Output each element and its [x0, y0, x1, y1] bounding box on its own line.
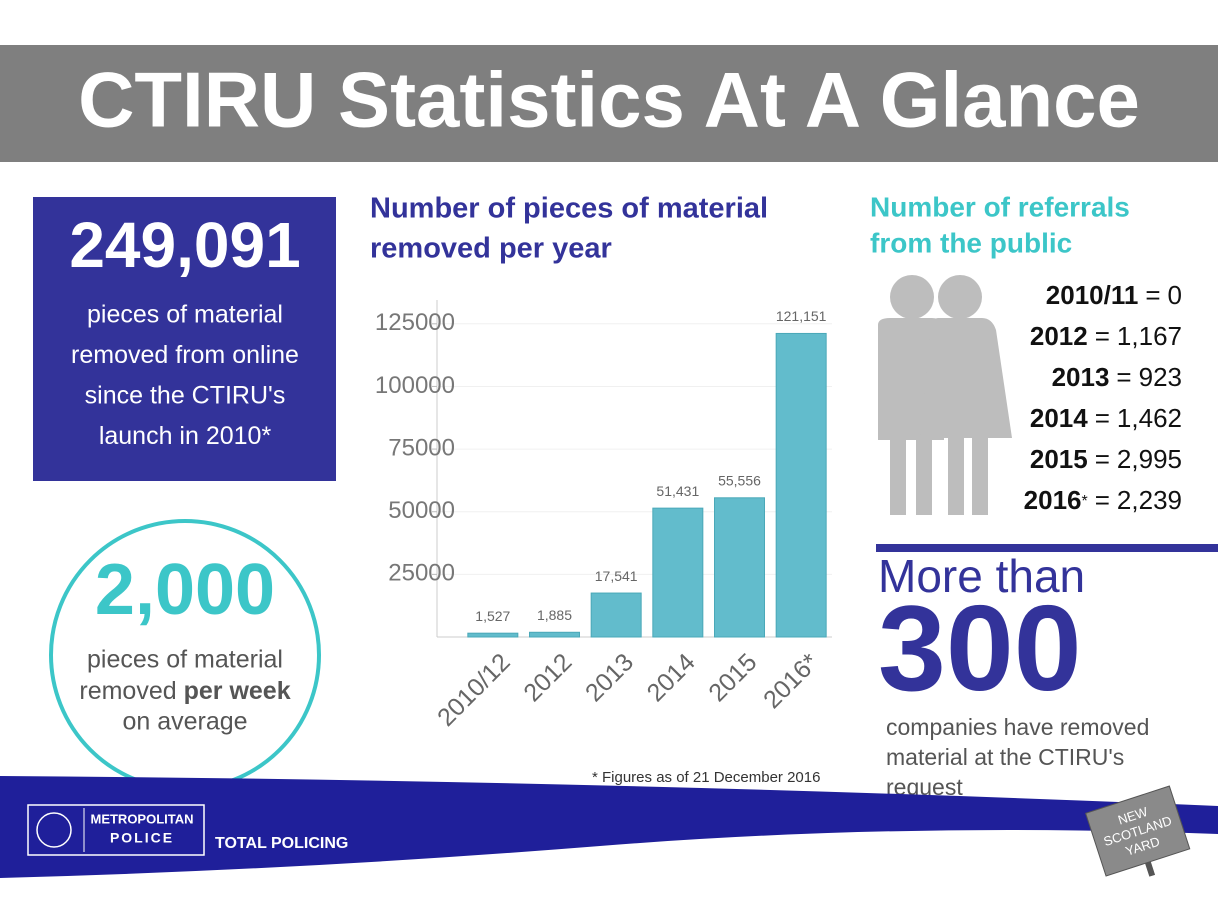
- referral-year: 2010/11: [1046, 280, 1139, 310]
- x-tick-label: 2016*: [758, 648, 824, 714]
- referral-row: 2015 = 2,995: [1030, 444, 1182, 474]
- y-tick-label: 125000: [375, 309, 455, 336]
- bar-chart: Number of pieces of material removed per …: [370, 193, 832, 786]
- total-box: [33, 197, 336, 481]
- value-label: 17,541: [595, 568, 638, 584]
- companies-prefix: More than: [878, 550, 1085, 602]
- value-label: 55,556: [718, 473, 761, 489]
- logo-crest: [36, 812, 72, 848]
- y-tick-label: 50000: [388, 497, 455, 524]
- total-text: removed from online: [71, 341, 299, 369]
- total-text: since the CTIRU's: [85, 382, 286, 410]
- weekly-text: pieces of material: [87, 646, 283, 674]
- bar: [652, 507, 704, 638]
- slogan: TOTAL POLICING: [215, 835, 348, 852]
- logo-box: [27, 804, 205, 856]
- referral-separator: =: [1095, 403, 1110, 433]
- bar: [529, 631, 580, 638]
- companies-text: companies have removed: [886, 714, 1149, 740]
- weekly-number: 2,000: [95, 550, 275, 630]
- referral-value: 0: [1168, 280, 1182, 310]
- x-tick-label: 2012: [518, 648, 577, 707]
- logo-text: POLICE: [110, 830, 174, 846]
- title-bar: [0, 45, 1218, 162]
- companies-text: material at the CTIRU's: [886, 744, 1124, 770]
- divider: [876, 544, 1218, 552]
- referral-separator: =: [1095, 321, 1110, 351]
- bar: [775, 332, 827, 638]
- total-text: pieces of material: [87, 301, 283, 329]
- weekly-text-bold: per week: [184, 677, 291, 705]
- logo-text: METROPOLITAN: [90, 811, 193, 826]
- weekly-text: removed per week: [79, 677, 290, 705]
- referral-value: 1,167: [1117, 321, 1182, 351]
- bar: [467, 632, 519, 638]
- value-label: 51,431: [656, 483, 699, 499]
- referrals-title: Number of referrals: [870, 191, 1130, 222]
- sign-post: [1145, 861, 1156, 877]
- y-tick-label: 100000: [375, 372, 455, 399]
- x-tick-label: 2015: [703, 648, 762, 707]
- people-icon: [878, 275, 1012, 515]
- referral-separator: =: [1095, 485, 1110, 515]
- nsy-sign: NEW SCOTLAND YARD: [1085, 785, 1191, 877]
- bar: [590, 592, 642, 638]
- referral-row: 2012 = 1,167: [1030, 321, 1182, 351]
- referral-separator: =: [1145, 280, 1160, 310]
- x-tick-label: 2014: [642, 648, 701, 707]
- referral-year: 2012: [1030, 321, 1088, 351]
- total-number: 249,091: [69, 209, 300, 281]
- bar: [714, 497, 765, 638]
- referral-row: 2016* = 2,239: [1024, 485, 1182, 515]
- referral-value: 923: [1139, 362, 1182, 392]
- referral-separator: =: [1095, 444, 1110, 474]
- y-tick-label: 75000: [388, 434, 455, 461]
- chart-title: removed per year: [370, 233, 612, 265]
- referral-year: 2013: [1052, 362, 1110, 392]
- value-label: 1,527: [475, 608, 510, 624]
- referral-year: 2015: [1030, 444, 1088, 474]
- referral-year: 2016: [1024, 485, 1082, 515]
- chart-title: Number of pieces of material: [370, 193, 768, 225]
- companies-number: 300: [878, 580, 1082, 716]
- referral-year: 2014: [1030, 403, 1088, 433]
- value-label: 1,885: [537, 607, 572, 623]
- weekly-text: removed: [79, 677, 183, 705]
- referral-value: 2,995: [1117, 444, 1182, 474]
- x-tick-label: 2013: [580, 648, 639, 707]
- weekly-text: on average: [122, 708, 247, 736]
- referral-note: *: [1082, 493, 1088, 510]
- y-tick-label: 25000: [388, 560, 455, 587]
- footer-band: [0, 776, 1218, 878]
- referral-row: 2013 = 923: [1052, 362, 1182, 392]
- referrals-title: from the public: [870, 227, 1072, 258]
- chart-footnote: * Figures as of 21 December 2016: [592, 769, 820, 786]
- referral-separator: =: [1116, 362, 1131, 392]
- total-text: launch in 2010*: [99, 422, 272, 450]
- referral-value: 1,462: [1117, 403, 1182, 433]
- title: CTIRU Statistics At A Glance: [78, 56, 1140, 144]
- referral-row: 2010/11 = 0: [1046, 280, 1182, 310]
- referral-value: 2,239: [1117, 485, 1182, 515]
- referral-row: 2014 = 1,462: [1030, 403, 1182, 433]
- value-label: 121,151: [776, 308, 827, 324]
- x-tick-label: 2010/12: [432, 648, 516, 732]
